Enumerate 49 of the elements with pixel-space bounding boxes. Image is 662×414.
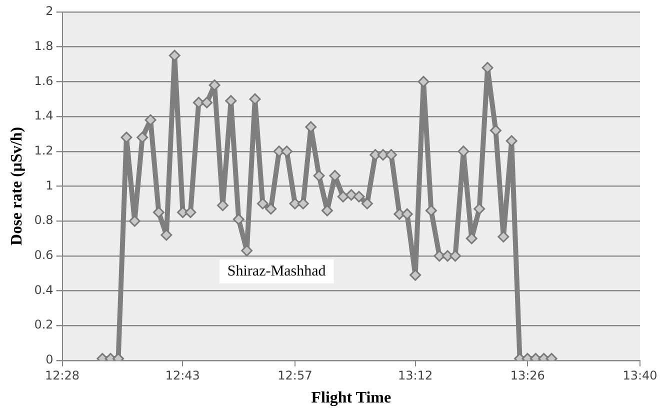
y-tick-label: 0.8 (34, 213, 54, 228)
point (232, 214, 244, 226)
y-tick-label: 0.2 (34, 318, 54, 332)
annotation: Shiraz-Mashhad (227, 263, 326, 280)
y-axis-title: Dose rate (µSv/h) (8, 126, 26, 246)
point (184, 206, 196, 218)
point (482, 62, 494, 74)
y-tick-label: 1.6 (34, 74, 54, 88)
point (425, 204, 437, 216)
point (353, 190, 365, 202)
point (152, 206, 164, 218)
y-tick-label: 0.4 (34, 282, 54, 297)
point (346, 189, 358, 201)
point (474, 203, 486, 215)
point (401, 208, 413, 220)
x-tick-label: 13:40 (622, 368, 658, 383)
y-tick-label: 2 (46, 4, 54, 18)
point (313, 170, 325, 182)
y-tick-label: 1.2 (34, 143, 54, 158)
point (297, 198, 309, 210)
point (410, 269, 422, 281)
y-tick-label: 1.4 (34, 108, 54, 123)
point (201, 96, 213, 108)
point (305, 121, 317, 133)
point (337, 190, 349, 202)
x-tick-label: 13:12 (398, 368, 433, 383)
point (490, 124, 502, 136)
point (265, 203, 277, 215)
y-tick-label: 1 (46, 178, 54, 192)
point (128, 215, 140, 227)
y-tick-label: 0 (46, 352, 54, 367)
point (329, 170, 341, 182)
x-tick-label: 13:26 (510, 368, 545, 383)
point (256, 198, 268, 210)
point (321, 204, 333, 216)
point (361, 198, 373, 210)
x-tick-label: 12:57 (278, 368, 312, 383)
point (458, 146, 470, 158)
x-axis-title: Flight Time (311, 390, 392, 407)
y-tick-label: 0.6 (34, 248, 54, 262)
point (225, 95, 237, 107)
point (136, 132, 148, 144)
x-tick-label: 12:28 (44, 368, 80, 383)
y-tick-label: 1.8 (34, 38, 54, 53)
point (498, 230, 510, 242)
point (208, 79, 220, 91)
point (450, 250, 462, 262)
x-tick-label: 12:43 (165, 368, 200, 383)
point (506, 135, 518, 147)
